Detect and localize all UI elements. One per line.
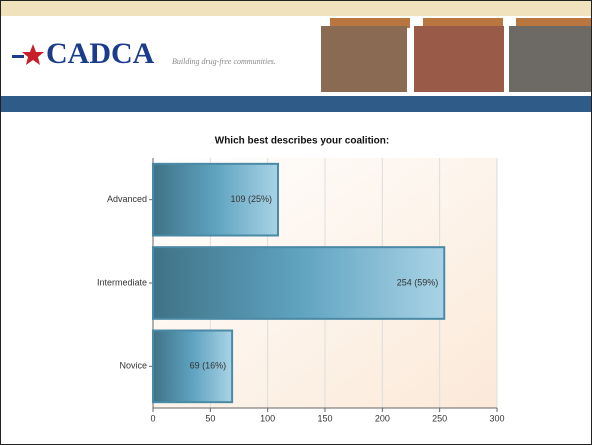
data-label: 109 (25%)	[230, 194, 272, 204]
y-tick-label: Advanced	[107, 194, 147, 204]
tagline: Building drug-free communities.	[172, 57, 276, 66]
y-tick-label: Intermediate	[97, 277, 147, 287]
chart-title: Which best describes your coalition:	[215, 136, 389, 147]
bar	[152, 162, 279, 237]
logo-star	[12, 44, 44, 65]
x-tick-label: 50	[205, 413, 215, 423]
data-label: 69 (16%)	[190, 361, 227, 371]
bar	[152, 329, 234, 404]
photo	[509, 26, 592, 92]
data-label: 254 (59%)	[397, 277, 439, 287]
x-tick-label: 250	[432, 413, 447, 423]
photo-tab	[423, 18, 503, 28]
photo	[414, 26, 504, 92]
photo-tab	[330, 18, 410, 28]
logo: CADCA	[46, 37, 155, 70]
x-tick-label: 100	[260, 413, 275, 423]
x-tick-label: 0	[150, 413, 155, 423]
bar	[152, 246, 446, 320]
x-tick-label: 150	[317, 413, 332, 423]
y-tick-label: Novice	[119, 361, 147, 371]
top-strip	[0, 0, 592, 16]
header-bar	[0, 96, 592, 112]
photo-tab	[516, 18, 592, 28]
photo	[321, 26, 407, 92]
x-tick-label: 300	[489, 413, 504, 423]
x-tick-label: 200	[375, 413, 390, 423]
